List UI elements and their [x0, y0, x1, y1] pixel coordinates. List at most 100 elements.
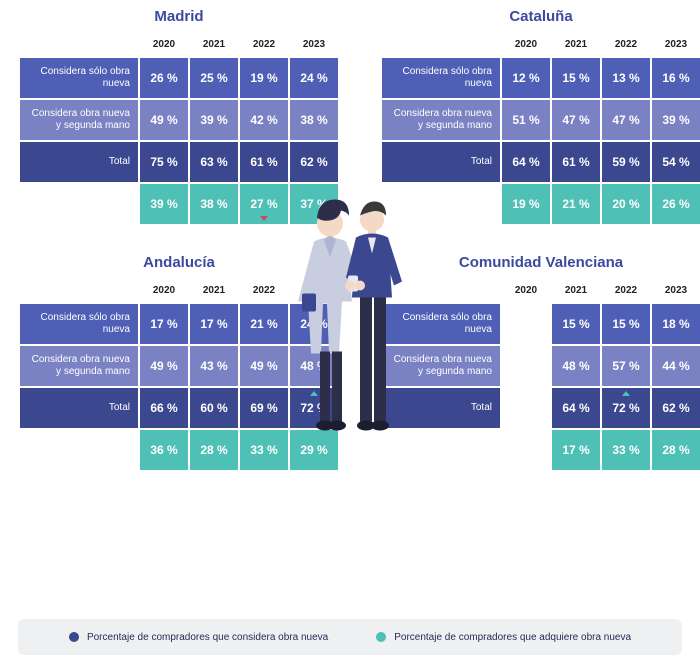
- year-header: 2020: [140, 35, 188, 56]
- row-label-total: Total: [20, 142, 138, 182]
- cell-solo: 18 %: [652, 304, 700, 344]
- cell-total: 63 %: [190, 142, 238, 182]
- cell-solo: 17 %: [140, 304, 188, 344]
- region-cataluña: Cataluña 2020202120222023Considera sólo o…: [380, 8, 700, 226]
- legend-label: Porcentaje de compradores que considera …: [87, 632, 328, 643]
- cell-mix: 39 %: [652, 100, 700, 140]
- region-title: Andalucía: [18, 254, 340, 271]
- cell-solo: 21 %: [240, 304, 288, 344]
- year-header: 2023: [652, 35, 700, 56]
- cell-solo: [502, 304, 550, 344]
- cell-mix: 47 %: [552, 100, 600, 140]
- cell-footer: 33 %: [602, 430, 650, 470]
- row-label-solo: Considera sólo obra nueva: [382, 304, 500, 344]
- region-table: 2020202120222023Considera sólo obra nuev…: [380, 33, 700, 226]
- year-header: 2023: [290, 281, 338, 302]
- row-label-footer: [382, 184, 500, 224]
- dot-icon: [376, 632, 386, 642]
- row-label-mix: Considera obra nueva y segunda mano: [382, 100, 500, 140]
- cell-solo: 25 %: [190, 58, 238, 98]
- legend-bar: Porcentaje de compradores que considera …: [18, 619, 682, 655]
- region-title: Comunidad Valenciana: [380, 254, 700, 271]
- cell-footer: 27 %: [240, 184, 288, 224]
- year-header: 2021: [552, 35, 600, 56]
- cell-mix: [502, 346, 550, 386]
- year-header: 2020: [140, 281, 188, 302]
- cell-mix: 49 %: [240, 346, 288, 386]
- cell-footer: 36 %: [140, 430, 188, 470]
- cell-mix: 48 %: [552, 346, 600, 386]
- arrow-up-icon: [310, 391, 318, 396]
- year-header: 2020: [502, 281, 550, 302]
- cell-total: 62 %: [290, 142, 338, 182]
- year-header: 2022: [240, 35, 288, 56]
- cell-mix: 38 %: [290, 100, 338, 140]
- cell-footer: 17 %: [552, 430, 600, 470]
- cell-footer: 28 %: [652, 430, 700, 470]
- cell-solo: 26 %: [140, 58, 188, 98]
- cell-mix: 39 %: [190, 100, 238, 140]
- row-label-mix: Considera obra nueva y segunda mano: [20, 100, 138, 140]
- cell-mix: 57 %: [602, 346, 650, 386]
- cell-total: 64 %: [502, 142, 550, 182]
- year-header: 2022: [602, 35, 650, 56]
- cell-total: 61 %: [552, 142, 600, 182]
- cell-footer: 19 %: [502, 184, 550, 224]
- cell-footer: 20 %: [602, 184, 650, 224]
- arrow-up-icon: [310, 187, 318, 192]
- cell-mix: 43 %: [190, 346, 238, 386]
- arrow-up-icon: [622, 433, 630, 438]
- legend-label: Porcentaje de compradores que adquiere o…: [394, 632, 631, 643]
- region-andalucía: Andalucía 2020202120222023Considera sólo …: [18, 254, 340, 472]
- year-header: 2023: [290, 35, 338, 56]
- cell-total: 62 %: [652, 388, 700, 428]
- regions-grid: Madrid2020202120222023Considera sólo obr…: [0, 0, 700, 472]
- cell-solo: 16 %: [652, 58, 700, 98]
- cell-mix: 49 %: [140, 346, 188, 386]
- cell-mix: 44 %: [652, 346, 700, 386]
- cell-solo: 24 %: [290, 304, 338, 344]
- cell-mix: 49 %: [140, 100, 188, 140]
- cell-solo: 15 %: [552, 304, 600, 344]
- cell-footer: 39 %: [140, 184, 188, 224]
- cell-footer: 21 %: [552, 184, 600, 224]
- cell-solo: 15 %: [552, 58, 600, 98]
- year-header: 2021: [190, 35, 238, 56]
- cell-solo: 15 %: [602, 304, 650, 344]
- cell-footer: 38 %: [190, 184, 238, 224]
- row-label-footer: [382, 430, 500, 470]
- dot-icon: [69, 632, 79, 642]
- cell-mix: 42 %: [240, 100, 288, 140]
- cell-solo: 12 %: [502, 58, 550, 98]
- row-label-solo: Considera sólo obra nueva: [20, 304, 138, 344]
- cell-total: 69 %: [240, 388, 288, 428]
- cell-total: [502, 388, 550, 428]
- cell-total: 60 %: [190, 388, 238, 428]
- cell-total: 72 %: [602, 388, 650, 428]
- year-header: 2022: [602, 281, 650, 302]
- region-comunidad-valenciana: Comunidad Valenciana2020202120222023Cons…: [380, 254, 700, 472]
- cell-total: 54 %: [652, 142, 700, 182]
- cell-total: 59 %: [602, 142, 650, 182]
- row-label-solo: Considera sólo obra nueva: [382, 58, 500, 98]
- cell-mix: 48 %: [290, 346, 338, 386]
- region-title: Cataluña: [380, 8, 700, 25]
- cell-footer: 28 %: [190, 430, 238, 470]
- cell-footer: 29 %: [290, 430, 338, 470]
- cell-solo: 13 %: [602, 58, 650, 98]
- cell-footer: [502, 430, 550, 470]
- arrow-up-icon: [622, 391, 630, 396]
- region-madrid: Madrid2020202120222023Considera sólo obr…: [18, 8, 340, 226]
- cell-total: 75 %: [140, 142, 188, 182]
- row-label-total: Total: [382, 142, 500, 182]
- cell-solo: 19 %: [240, 58, 288, 98]
- year-header: 2021: [190, 281, 238, 302]
- row-label-mix: Considera obra nueva y segunda mano: [20, 346, 138, 386]
- cell-footer: 37 %: [290, 184, 338, 224]
- cell-solo: 24 %: [290, 58, 338, 98]
- cell-footer: 26 %: [652, 184, 700, 224]
- row-label-total: Total: [20, 388, 138, 428]
- cell-footer: 33 %: [240, 430, 288, 470]
- region-table: 2020202120222023Considera sólo obra nuev…: [18, 279, 340, 472]
- cell-total: 72 %: [290, 388, 338, 428]
